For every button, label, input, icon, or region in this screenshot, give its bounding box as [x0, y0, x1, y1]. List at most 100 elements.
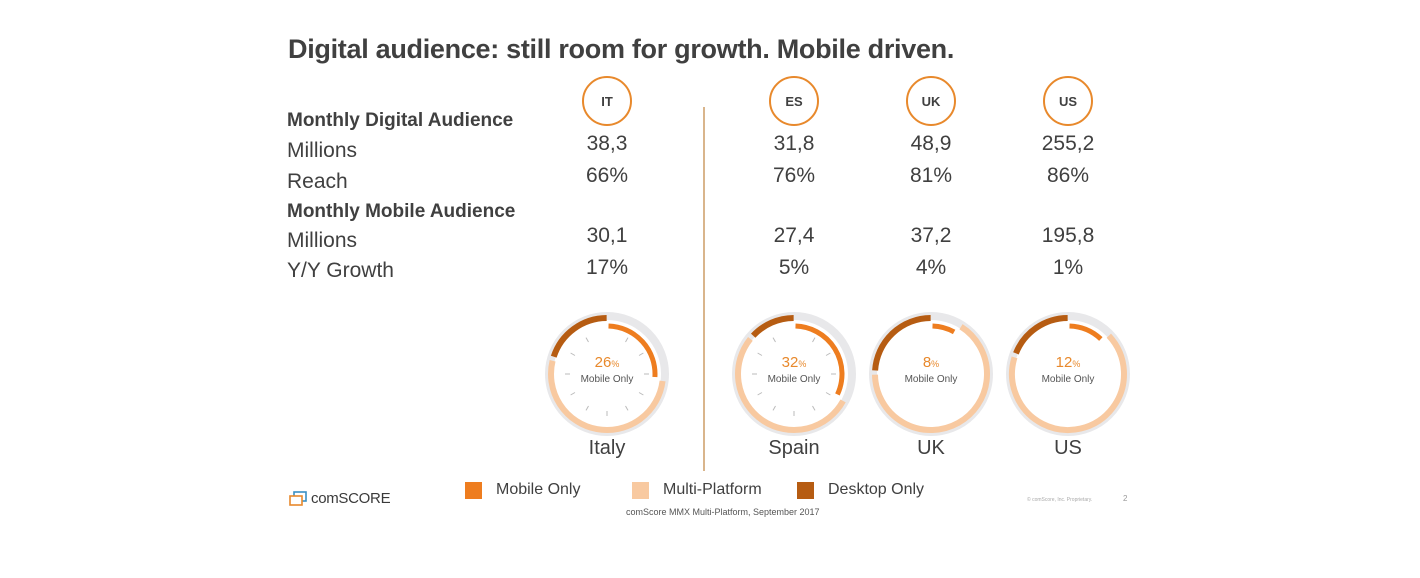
- copyright-note: © comScore, Inc. Proprietary.: [1027, 497, 1093, 503]
- gauge-tick: [812, 337, 816, 343]
- legend-label: Desktop Only: [828, 481, 925, 498]
- page-number: 2: [1123, 494, 1128, 503]
- country-code-badge: UK: [906, 76, 956, 126]
- gauge-tick: [625, 405, 629, 411]
- percent-value: 8: [922, 354, 932, 371]
- percent-sign: %: [611, 359, 620, 369]
- mobile-only-percent: 26%: [545, 354, 669, 371]
- country-code-badge: IT: [582, 76, 632, 126]
- gauge-inner-fill: [557, 324, 657, 424]
- mobile-only-label: Mobile Only: [767, 374, 821, 385]
- gauge-svg: [1006, 312, 1130, 436]
- mobile-only-label: Mobile Only: [904, 374, 958, 385]
- growth-value: 17%: [585, 256, 629, 279]
- comscore-logo-text: comSCORE: [311, 490, 391, 507]
- country-code-badge: ES: [769, 76, 819, 126]
- gauge-tick: [585, 337, 589, 343]
- legend-swatch-desktop-only: [797, 481, 814, 499]
- gauge-svg: [732, 312, 856, 436]
- gauge-tick: [638, 392, 644, 396]
- digital-millions-value: 48,9: [910, 132, 952, 155]
- percent-value: 26: [594, 354, 612, 371]
- digital-millions-value: 38,3: [586, 132, 628, 155]
- comscore-logo: comSCORE: [289, 490, 391, 507]
- growth-value: 4%: [915, 256, 947, 279]
- column-divider: [703, 107, 705, 471]
- multi-platform-arc: [872, 324, 990, 433]
- percent-sign: %: [798, 359, 807, 369]
- mobile-only-arc: [795, 323, 845, 396]
- gauge-tick: [638, 352, 644, 356]
- mobile-millions-label: Millions: [287, 229, 358, 252]
- gauge-tick: [812, 405, 816, 411]
- legend-mobile-only: Mobile Only: [465, 481, 580, 499]
- gauge-svg: [869, 312, 993, 436]
- gauge-tick: [757, 352, 763, 356]
- country-code-badge: US: [1043, 76, 1093, 126]
- growth-value: 5%: [778, 256, 810, 279]
- gauge-tick: [772, 405, 776, 411]
- percent-sign: %: [1072, 359, 1081, 369]
- gauge-tick: [570, 352, 576, 356]
- gauge-inner-fill: [881, 324, 981, 424]
- platform-gauge: 12% Mobile Only: [1006, 312, 1130, 436]
- growth-value: 1%: [1052, 256, 1084, 279]
- mobile-millions-value: 30,1: [586, 224, 628, 247]
- reach-value: 86%: [1046, 164, 1090, 187]
- percent-sign: %: [931, 359, 940, 369]
- country-name: US: [1054, 437, 1082, 459]
- digital-reach-label: Reach: [287, 170, 348, 193]
- desktop-only-arc: [550, 315, 607, 358]
- platform-gauge: 26% Mobile Only: [545, 312, 669, 436]
- digital-audience-header: Monthly Digital Audience: [287, 110, 514, 131]
- country-name: Italy: [588, 437, 626, 459]
- digital-millions-value: 31,8: [773, 132, 815, 155]
- multi-platform-arc: [548, 360, 666, 433]
- platform-gauge: 8% Mobile Only: [869, 312, 993, 436]
- percent-value: 12: [1055, 354, 1073, 371]
- gauge-tick: [825, 352, 831, 356]
- source-note: comScore MMX Multi-Platform, September 2…: [626, 507, 820, 517]
- percent-value: 32: [781, 354, 799, 371]
- multi-platform-arc: [1009, 333, 1127, 433]
- platform-gauge: 32% Mobile Only: [732, 312, 856, 436]
- mobile-only-arc: [1069, 323, 1103, 341]
- reach-value: 81%: [909, 164, 953, 187]
- gauge-tick: [625, 337, 629, 343]
- legend-label: Mobile Only: [496, 481, 581, 498]
- reach-value: 76%: [772, 164, 816, 187]
- desktop-only-arc: [872, 315, 931, 371]
- mobile-only-arc: [608, 323, 658, 378]
- country-name: Spain: [768, 437, 820, 459]
- multi-platform-arc: [735, 336, 846, 433]
- gauge-inner-fill: [744, 324, 844, 424]
- mobile-only-arc: [932, 323, 956, 335]
- mobile-only-label: Mobile Only: [1041, 374, 1095, 385]
- mobile-millions-value: 37,2: [910, 224, 952, 247]
- legend-swatch-mobile-only: [465, 481, 482, 499]
- desktop-only-arc: [1013, 315, 1068, 355]
- gauge-tick: [585, 405, 589, 411]
- digital-millions-label: Millions: [287, 139, 358, 162]
- mobile-millions-value: 195,8: [1041, 224, 1095, 247]
- mobile-growth-label: Y/Y Growth: [287, 259, 394, 282]
- legend-label: Multi-Platform: [663, 481, 762, 498]
- gauge-tick: [772, 337, 776, 343]
- mobile-only-label: Mobile Only: [580, 374, 634, 385]
- mobile-audience-header: Monthly Mobile Audience: [287, 201, 516, 222]
- reach-value: 66%: [585, 164, 629, 187]
- mobile-only-percent: 12%: [1006, 354, 1130, 371]
- legend-desktop-only: Desktop Only: [797, 481, 924, 499]
- mobile-only-percent: 32%: [732, 354, 856, 371]
- mobile-only-percent: 8%: [869, 354, 993, 371]
- slide-title: Digital audience: still room for growth.…: [288, 34, 955, 64]
- gauge-svg: [545, 312, 669, 436]
- comscore-logo-icon: [289, 490, 307, 506]
- gauge-tick: [825, 392, 831, 396]
- digital-millions-value: 255,2: [1041, 132, 1095, 155]
- desktop-only-arc: [750, 315, 794, 338]
- gauge-tick: [570, 392, 576, 396]
- legend-swatch-multi-platform: [632, 481, 649, 499]
- legend-multi-platform: Multi-Platform: [632, 481, 762, 499]
- gauge-tick: [757, 392, 763, 396]
